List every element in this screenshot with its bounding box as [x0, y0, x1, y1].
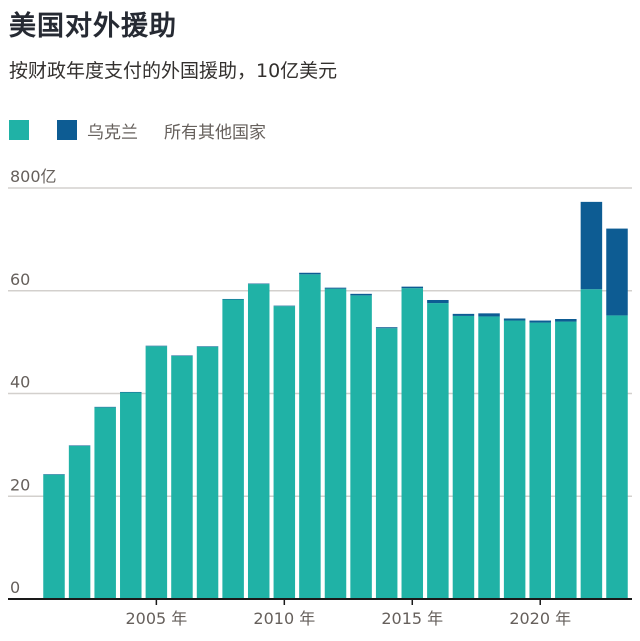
bar-ukraine [247, 283, 270, 285]
bar-other-countries [350, 295, 372, 599]
bar-ukraine [171, 355, 193, 356]
bar-other-countries [273, 306, 296, 599]
bar-ukraine [68, 445, 91, 446]
bar-ukraine [94, 406, 116, 408]
bar-ukraine [273, 305, 296, 307]
bar-ukraine [452, 313, 475, 316]
bar-other-countries [375, 328, 398, 599]
bar-other-countries [222, 299, 244, 599]
bar-other-countries [94, 407, 116, 599]
bar-ukraine [324, 287, 347, 289]
bar-other-countries [120, 392, 142, 599]
bar-ukraine [222, 298, 244, 300]
y-tick-label: 40 [10, 373, 30, 392]
bar-other-countries [427, 303, 449, 599]
y-tick-label: 0 [10, 578, 20, 597]
chart-title: 美国对外援助 [9, 11, 177, 42]
x-tick-label: 2005 年 [125, 609, 187, 628]
bar-other-countries [555, 321, 577, 599]
bar-chart: 0 20 40 60 800亿 2005 年 2010 年 2015 年 2020 年 [8, 167, 632, 628]
bar-other-countries [43, 474, 65, 599]
bar-other-countries [580, 289, 603, 599]
bar-other-countries [171, 355, 193, 599]
bar-other-countries [452, 315, 475, 599]
bar-ukraine [427, 299, 449, 304]
x-tick-label: 2010 年 [253, 609, 315, 628]
legend-swatch-other [9, 120, 29, 140]
bar-ukraine [606, 228, 628, 316]
chart-subtitle: 按财政年度支付的外国援助，10亿美元 [9, 60, 338, 82]
y-tick-label: 20 [10, 475, 30, 494]
bar-other-countries [196, 346, 219, 599]
bar-other-countries [324, 288, 347, 599]
bar-ukraine [299, 272, 321, 275]
legend: 乌克兰 所有其他国家 [9, 118, 266, 143]
bar-other-countries [478, 316, 500, 599]
bar-other-countries [299, 274, 321, 599]
bar-ukraine [478, 313, 500, 317]
y-tick-label: 800亿 [10, 167, 57, 186]
bar-ukraine [350, 293, 372, 296]
legend-label-ukraine: 乌克兰 [87, 122, 138, 143]
bar-other-countries [145, 346, 168, 599]
legend-label-other: 所有其他国家 [164, 122, 266, 143]
bar-ukraine [145, 345, 168, 347]
bar-ukraine [503, 318, 526, 321]
bar-ukraine [529, 320, 551, 323]
bar-other-countries [68, 445, 91, 599]
x-tick-label: 2015 年 [381, 609, 443, 628]
bar-ukraine [120, 391, 142, 393]
y-tick-label: 60 [10, 270, 30, 289]
bar-other-countries [401, 288, 424, 599]
bar-ukraine [43, 474, 65, 475]
bar-ukraine [401, 286, 424, 289]
bar-other-countries [606, 315, 628, 599]
bar-ukraine [580, 201, 603, 290]
bar-ukraine [375, 327, 398, 329]
bar-other-countries [247, 284, 270, 599]
bar-other-countries [503, 320, 526, 599]
bar-ukraine [555, 319, 577, 322]
bar-other-countries [529, 322, 551, 599]
x-tick-label: 2020 年 [509, 609, 571, 628]
legend-swatch-ukraine [57, 120, 77, 140]
bar-ukraine [196, 346, 219, 347]
